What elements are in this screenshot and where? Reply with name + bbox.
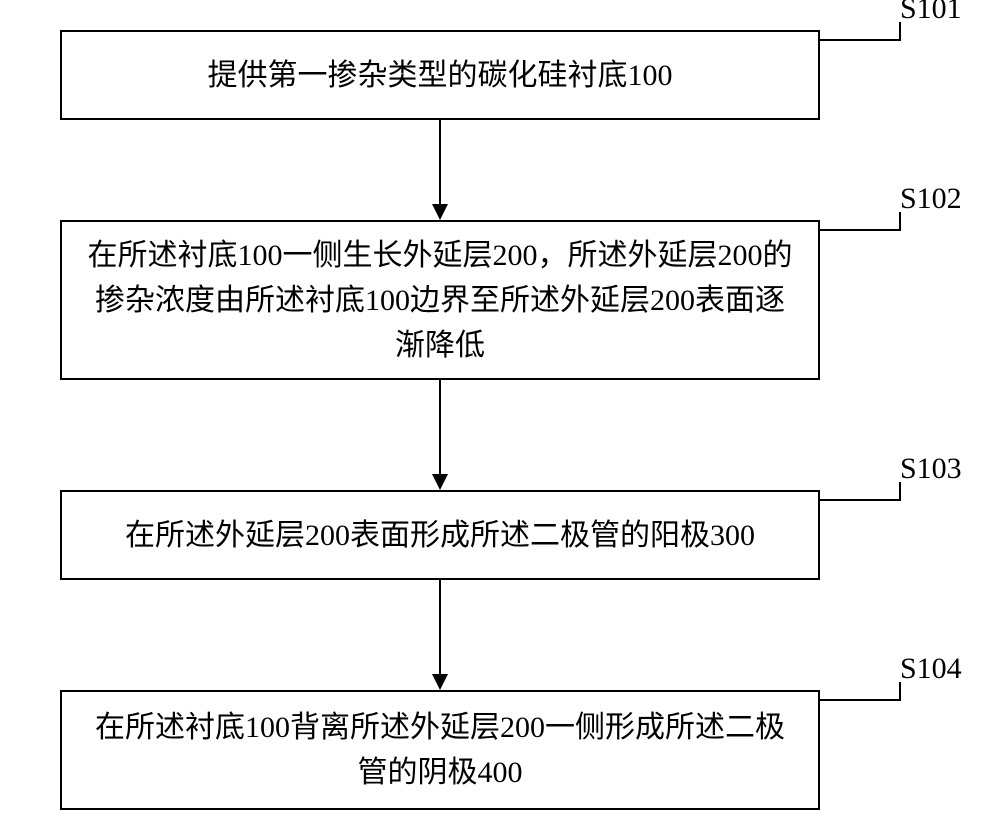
leader-s104: [0, 0, 1000, 836]
flowchart-canvas: 提供第一掺杂类型的碳化硅衬底100 S101 在所述衬底100一侧生长外延层20…: [0, 0, 1000, 836]
step-label-s104: S104: [900, 652, 962, 686]
